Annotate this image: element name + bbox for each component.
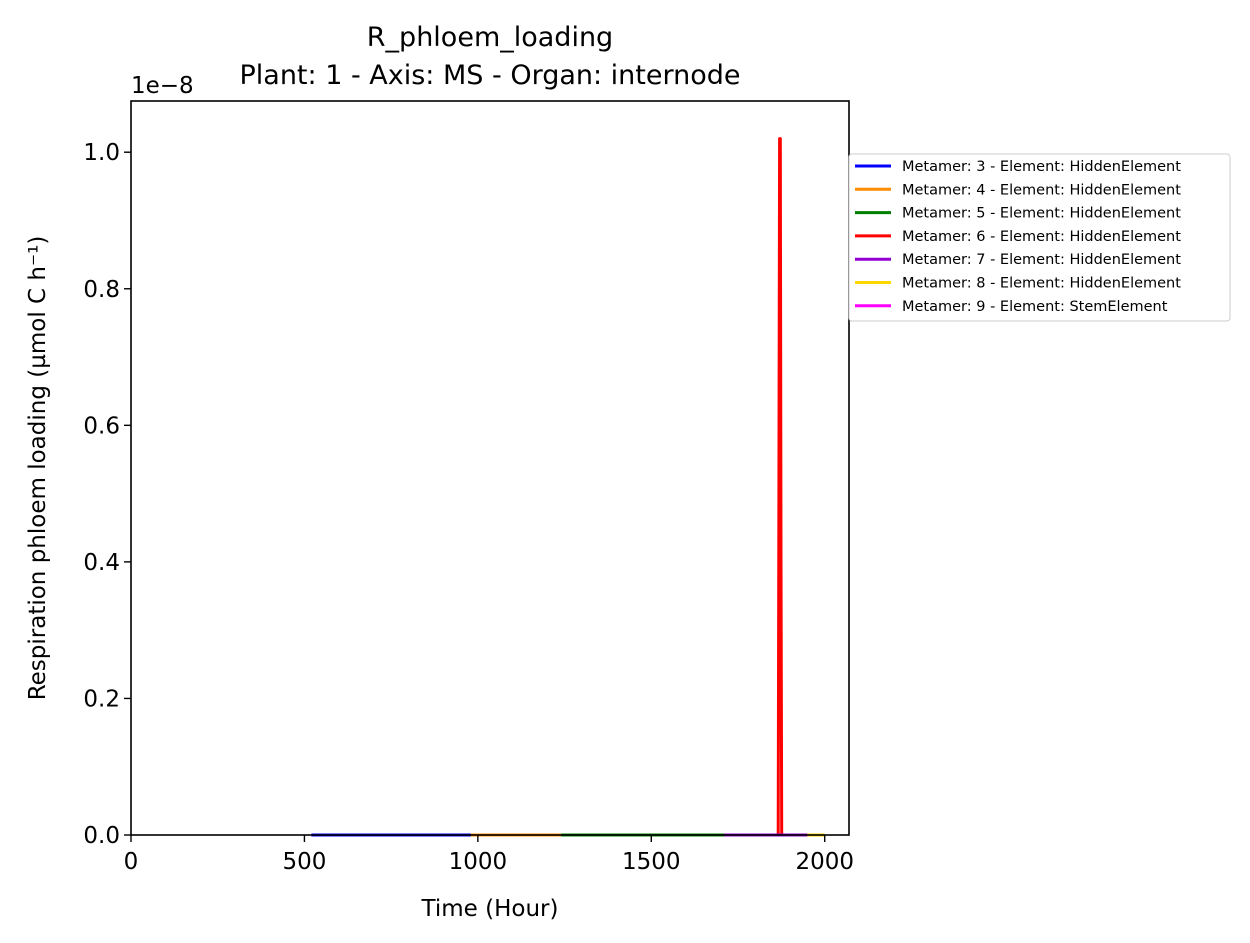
y-axis-label: Respiration phloem loading (µmol C h⁻¹) bbox=[25, 236, 51, 701]
x-axis: 0 500 1000 1500 2000 bbox=[124, 835, 854, 875]
x-tick-label: 500 bbox=[282, 849, 326, 875]
legend-label: Metamer: 3 - Element: HiddenElement bbox=[902, 159, 1181, 175]
legend: Metamer: 3 - Element: HiddenElement Metam… bbox=[848, 153, 1231, 322]
legend-label: Metamer: 5 - Element: HiddenElement bbox=[902, 206, 1181, 222]
x-tick-label: 2000 bbox=[795, 849, 854, 875]
y-tick-label: 0.2 bbox=[83, 686, 120, 712]
x-tick-label: 1500 bbox=[622, 849, 681, 875]
y-tick-label: 1.0 bbox=[83, 140, 120, 166]
series-line bbox=[724, 137, 784, 837]
y-tick-label: 0.4 bbox=[83, 550, 120, 576]
y-tick-label: 0.0 bbox=[83, 823, 120, 849]
y-offset-text: 1e−8 bbox=[131, 73, 194, 99]
chart-subtitle: Plant: 1 - Axis: MS - Organ: internode bbox=[239, 60, 740, 91]
y-tick-label: 0.8 bbox=[83, 277, 120, 303]
chart-title: R_phloem_loading bbox=[367, 22, 613, 53]
legend-label: Metamer: 9 - Element: StemElement bbox=[902, 299, 1168, 315]
legend-label: Metamer: 4 - Element: HiddenElement bbox=[902, 182, 1181, 198]
legend-label: Metamer: 7 - Element: HiddenElement bbox=[902, 252, 1181, 268]
plot-lines bbox=[311, 137, 825, 837]
legend-label: Metamer: 6 - Element: HiddenElement bbox=[902, 229, 1181, 245]
x-tick-label: 0 bbox=[124, 849, 139, 875]
y-tick-label: 0.6 bbox=[83, 413, 120, 439]
plot-frame bbox=[130, 100, 850, 836]
legend-label: Metamer: 8 - Element: HiddenElement bbox=[902, 276, 1181, 292]
x-tick-label: 1000 bbox=[449, 849, 508, 875]
y-axis: 0.0 0.2 0.4 0.6 0.8 1.0 bbox=[83, 140, 131, 849]
legend-box bbox=[848, 153, 1231, 322]
x-axis-label: Time (Hour) bbox=[421, 896, 559, 922]
